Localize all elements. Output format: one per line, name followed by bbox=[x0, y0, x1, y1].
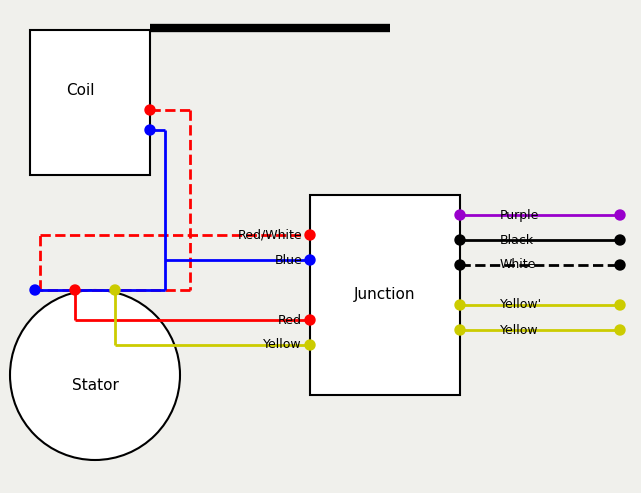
Bar bbox=[310, 195, 460, 395]
Circle shape bbox=[305, 255, 315, 265]
Circle shape bbox=[455, 210, 465, 220]
Circle shape bbox=[615, 325, 625, 335]
Circle shape bbox=[615, 300, 625, 310]
Text: Yellow: Yellow bbox=[263, 339, 302, 352]
Circle shape bbox=[455, 300, 465, 310]
Circle shape bbox=[615, 235, 625, 245]
Ellipse shape bbox=[10, 290, 180, 460]
Text: Stator: Stator bbox=[72, 378, 119, 392]
Text: Red/White: Red/White bbox=[237, 228, 302, 242]
Circle shape bbox=[70, 285, 80, 295]
Text: Junction: Junction bbox=[354, 287, 416, 303]
Circle shape bbox=[305, 315, 315, 325]
Circle shape bbox=[455, 260, 465, 270]
Circle shape bbox=[615, 260, 625, 270]
Bar bbox=[30, 30, 150, 175]
Circle shape bbox=[305, 340, 315, 350]
Circle shape bbox=[615, 210, 625, 220]
Circle shape bbox=[455, 325, 465, 335]
Circle shape bbox=[455, 235, 465, 245]
Circle shape bbox=[30, 285, 40, 295]
Circle shape bbox=[145, 125, 155, 135]
Text: Yellow: Yellow bbox=[500, 323, 538, 337]
Text: Blue: Blue bbox=[274, 253, 302, 267]
Text: Black: Black bbox=[500, 234, 534, 246]
Circle shape bbox=[110, 285, 120, 295]
Text: Red: Red bbox=[278, 314, 302, 326]
Text: Yellow': Yellow' bbox=[500, 298, 542, 312]
Text: Coil: Coil bbox=[66, 83, 95, 99]
Text: White: White bbox=[500, 258, 537, 272]
Text: Purple: Purple bbox=[500, 209, 539, 221]
Circle shape bbox=[145, 105, 155, 115]
Circle shape bbox=[305, 230, 315, 240]
